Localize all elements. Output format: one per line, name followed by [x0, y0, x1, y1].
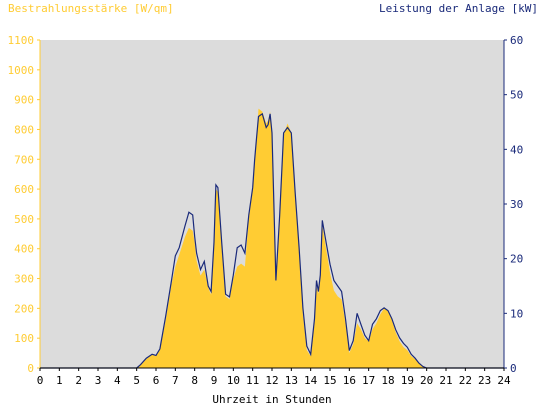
x-tick-label: 3: [95, 374, 102, 387]
x-tick-label: 10: [227, 374, 240, 387]
x-tick-label: 2: [75, 374, 82, 387]
x-tick-label: 23: [478, 374, 491, 387]
x-tick-label: 0: [37, 374, 44, 387]
x-tick-label: 9: [211, 374, 218, 387]
left-tick-label: 500: [14, 213, 34, 226]
x-tick-label: 11: [246, 374, 259, 387]
right-tick-label: 30: [510, 198, 523, 211]
x-tick-label: 18: [381, 374, 394, 387]
left-tick-label: 300: [14, 273, 34, 286]
x-tick-label: 24: [497, 374, 511, 387]
left-tick-label: 800: [14, 123, 34, 136]
left-tick-label: 600: [14, 183, 34, 196]
right-tick-label: 60: [510, 34, 523, 47]
x-tick-label: 13: [285, 374, 298, 387]
x-tick-label: 8: [191, 374, 198, 387]
left-tick-label: 1000: [8, 64, 35, 77]
x-tick-label: 17: [362, 374, 375, 387]
left-tick-label: 400: [14, 243, 34, 256]
left-tick-label: 100: [14, 332, 34, 345]
right-tick-label: 10: [510, 307, 523, 320]
x-tick-label: 16: [343, 374, 356, 387]
x-tick-label: 21: [439, 374, 452, 387]
right-tick-label: 40: [510, 143, 523, 156]
x-tick-label: 19: [401, 374, 414, 387]
x-tick-label: 1: [56, 374, 63, 387]
power-line: [40, 112, 504, 369]
left-tick-label: 1100: [8, 34, 35, 47]
x-tick-label: 14: [304, 374, 318, 387]
x-tick-label: 6: [153, 374, 160, 387]
x-tick-label: 15: [323, 374, 336, 387]
right-tick-label: 50: [510, 89, 523, 102]
irradiance-area: [40, 108, 504, 368]
x-tick-label: 4: [114, 374, 121, 387]
x-tick-label: 12: [265, 374, 278, 387]
left-tick-label: 900: [14, 94, 34, 107]
x-tick-label: 5: [133, 374, 140, 387]
right-tick-label: 20: [510, 253, 523, 266]
right-axis-title: Leistung der Anlage [kW]: [379, 2, 538, 15]
left-axis-title: Bestrahlungsstärke [W/qm]: [8, 2, 174, 15]
x-tick-label: 20: [420, 374, 433, 387]
left-tick-label: 0: [27, 362, 34, 375]
right-tick-label: 0: [510, 362, 517, 375]
x-tick-label: 22: [459, 374, 472, 387]
x-tick-label: 7: [172, 374, 179, 387]
left-tick-label: 700: [14, 153, 34, 166]
x-axis-title: Uhrzeit in Stunden: [212, 393, 331, 406]
left-tick-label: 200: [14, 302, 34, 315]
